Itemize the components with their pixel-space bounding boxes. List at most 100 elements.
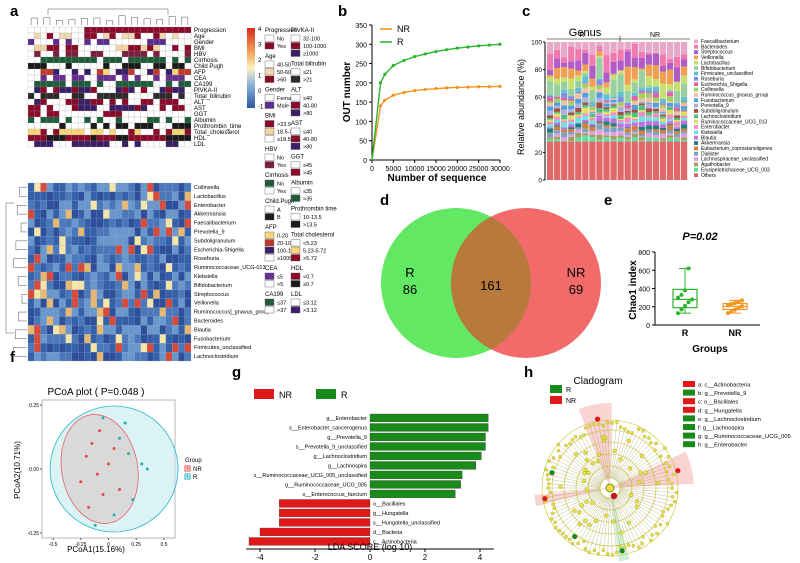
clinical-cell xyxy=(90,74,98,82)
stacked-segment xyxy=(554,122,561,126)
taxonomy-ring xyxy=(541,419,679,557)
data-point xyxy=(733,301,737,306)
clinical-row-label: Prothrombin_time xyxy=(194,124,242,130)
legend-label: Lachnospiraceae_unclassified xyxy=(701,157,768,163)
clinical-cell xyxy=(109,74,116,82)
legend-block-title: Prothrombin time xyxy=(291,207,337,213)
clinical-cell xyxy=(121,110,129,118)
clade-branch xyxy=(618,493,661,525)
clinical-cell xyxy=(147,50,154,58)
taxon-label: g__Hungatella xyxy=(373,511,409,517)
heatmap-cell xyxy=(46,254,54,264)
clade-node xyxy=(664,461,668,465)
heatmap-cell xyxy=(128,245,135,255)
heatmap-cell xyxy=(96,218,104,228)
stacked-segment xyxy=(610,118,617,124)
clinical-cell xyxy=(128,140,135,148)
clinical-cell xyxy=(84,122,91,130)
heatmap-cell xyxy=(71,343,79,353)
clinical-cell xyxy=(59,74,66,82)
stacked-segment xyxy=(589,141,596,180)
clinical-cell xyxy=(90,68,98,76)
stacked-segment xyxy=(596,102,603,109)
clinical-cell xyxy=(172,62,179,70)
category-label: NR xyxy=(729,328,742,338)
heatmap-cell xyxy=(40,209,47,219)
genus-row-label: Collinsella xyxy=(194,185,220,191)
stacked-segment xyxy=(547,95,554,98)
clade-node xyxy=(626,543,631,547)
stacked-segment xyxy=(638,105,645,111)
clade-node xyxy=(674,490,679,495)
heatmap-cell xyxy=(71,334,79,344)
stacked-segment xyxy=(680,102,688,104)
genus-row-label: Bacteroides xyxy=(194,319,223,325)
lda-bar xyxy=(369,451,482,461)
legend-item-label: ≥1000 xyxy=(277,256,292,262)
clinical-cell xyxy=(184,68,192,76)
legend-item-label: >45 xyxy=(303,171,312,177)
stacked-segment xyxy=(589,54,596,66)
clinical-row-label: HBV xyxy=(194,52,206,58)
heatmap-cell xyxy=(27,316,35,326)
clade-node xyxy=(670,495,675,499)
heatmap-cell xyxy=(71,307,79,317)
clade-branch xyxy=(552,490,601,505)
heatmap-cell xyxy=(59,334,66,344)
clinical-cell xyxy=(78,104,85,112)
stacked-segment xyxy=(638,51,645,58)
clinical-cell xyxy=(46,32,54,40)
legend-item-label: 40-50 xyxy=(277,63,291,69)
legend-block-title: Albumin xyxy=(291,181,313,187)
clade-branch xyxy=(577,496,606,544)
heatmap-cell xyxy=(34,245,41,255)
legend-item-label: >5 xyxy=(277,282,283,288)
heatmap-cell xyxy=(165,200,173,210)
y-tick-label: 800 xyxy=(638,250,650,257)
clinical-cell xyxy=(159,86,167,94)
heatmap-cell xyxy=(115,343,123,353)
heatmap-cell xyxy=(27,209,35,219)
dendrogram-branch xyxy=(93,17,101,25)
clinical-cell xyxy=(34,32,41,40)
stacked-segment xyxy=(589,137,596,142)
dendrogram-branch xyxy=(13,347,27,357)
clade-node xyxy=(558,484,563,489)
clinical-cell xyxy=(27,32,35,40)
stacked-segment xyxy=(561,62,568,68)
clinical-cell xyxy=(78,80,85,88)
clinical-cell xyxy=(52,38,60,46)
heatmap-cell xyxy=(159,263,167,273)
heatmap-cell xyxy=(128,218,135,228)
panel-g-legend: NR R xyxy=(254,389,348,400)
panel-b-ylabel: OUT number xyxy=(342,62,353,123)
stacked-segment xyxy=(624,117,631,123)
legend-block-title: BMI xyxy=(265,114,276,120)
heatmap-cell xyxy=(159,316,167,326)
clinical-cell xyxy=(65,116,72,124)
y-tick-label: 0 xyxy=(646,323,650,330)
clinical-row-label: AFP xyxy=(194,70,206,76)
clinical-cell xyxy=(71,44,79,52)
legend-swatch xyxy=(694,167,698,172)
stacked-segment xyxy=(554,98,561,103)
heatmap-cell xyxy=(103,271,110,281)
point-nr xyxy=(87,505,91,509)
clinical-cell xyxy=(115,98,123,106)
clinical-cell xyxy=(78,110,85,118)
heatmap-cell xyxy=(27,263,35,273)
stacked-segment xyxy=(575,116,582,118)
stacked-segment xyxy=(652,113,659,118)
heatmap-cell xyxy=(165,245,173,255)
legend-block-title: HDL xyxy=(291,266,304,272)
stacked-segment xyxy=(680,133,688,138)
stacked-segment xyxy=(589,126,596,131)
clinical-cell xyxy=(128,86,135,94)
clade-branch xyxy=(617,449,656,482)
clinical-cell xyxy=(52,68,60,76)
data-point-r xyxy=(378,81,383,85)
x-tick-label: 0 xyxy=(107,542,110,548)
heatmap-cell xyxy=(128,334,135,344)
clinical-cell xyxy=(147,26,154,34)
genus-row-label: Akkermansia xyxy=(194,212,227,218)
